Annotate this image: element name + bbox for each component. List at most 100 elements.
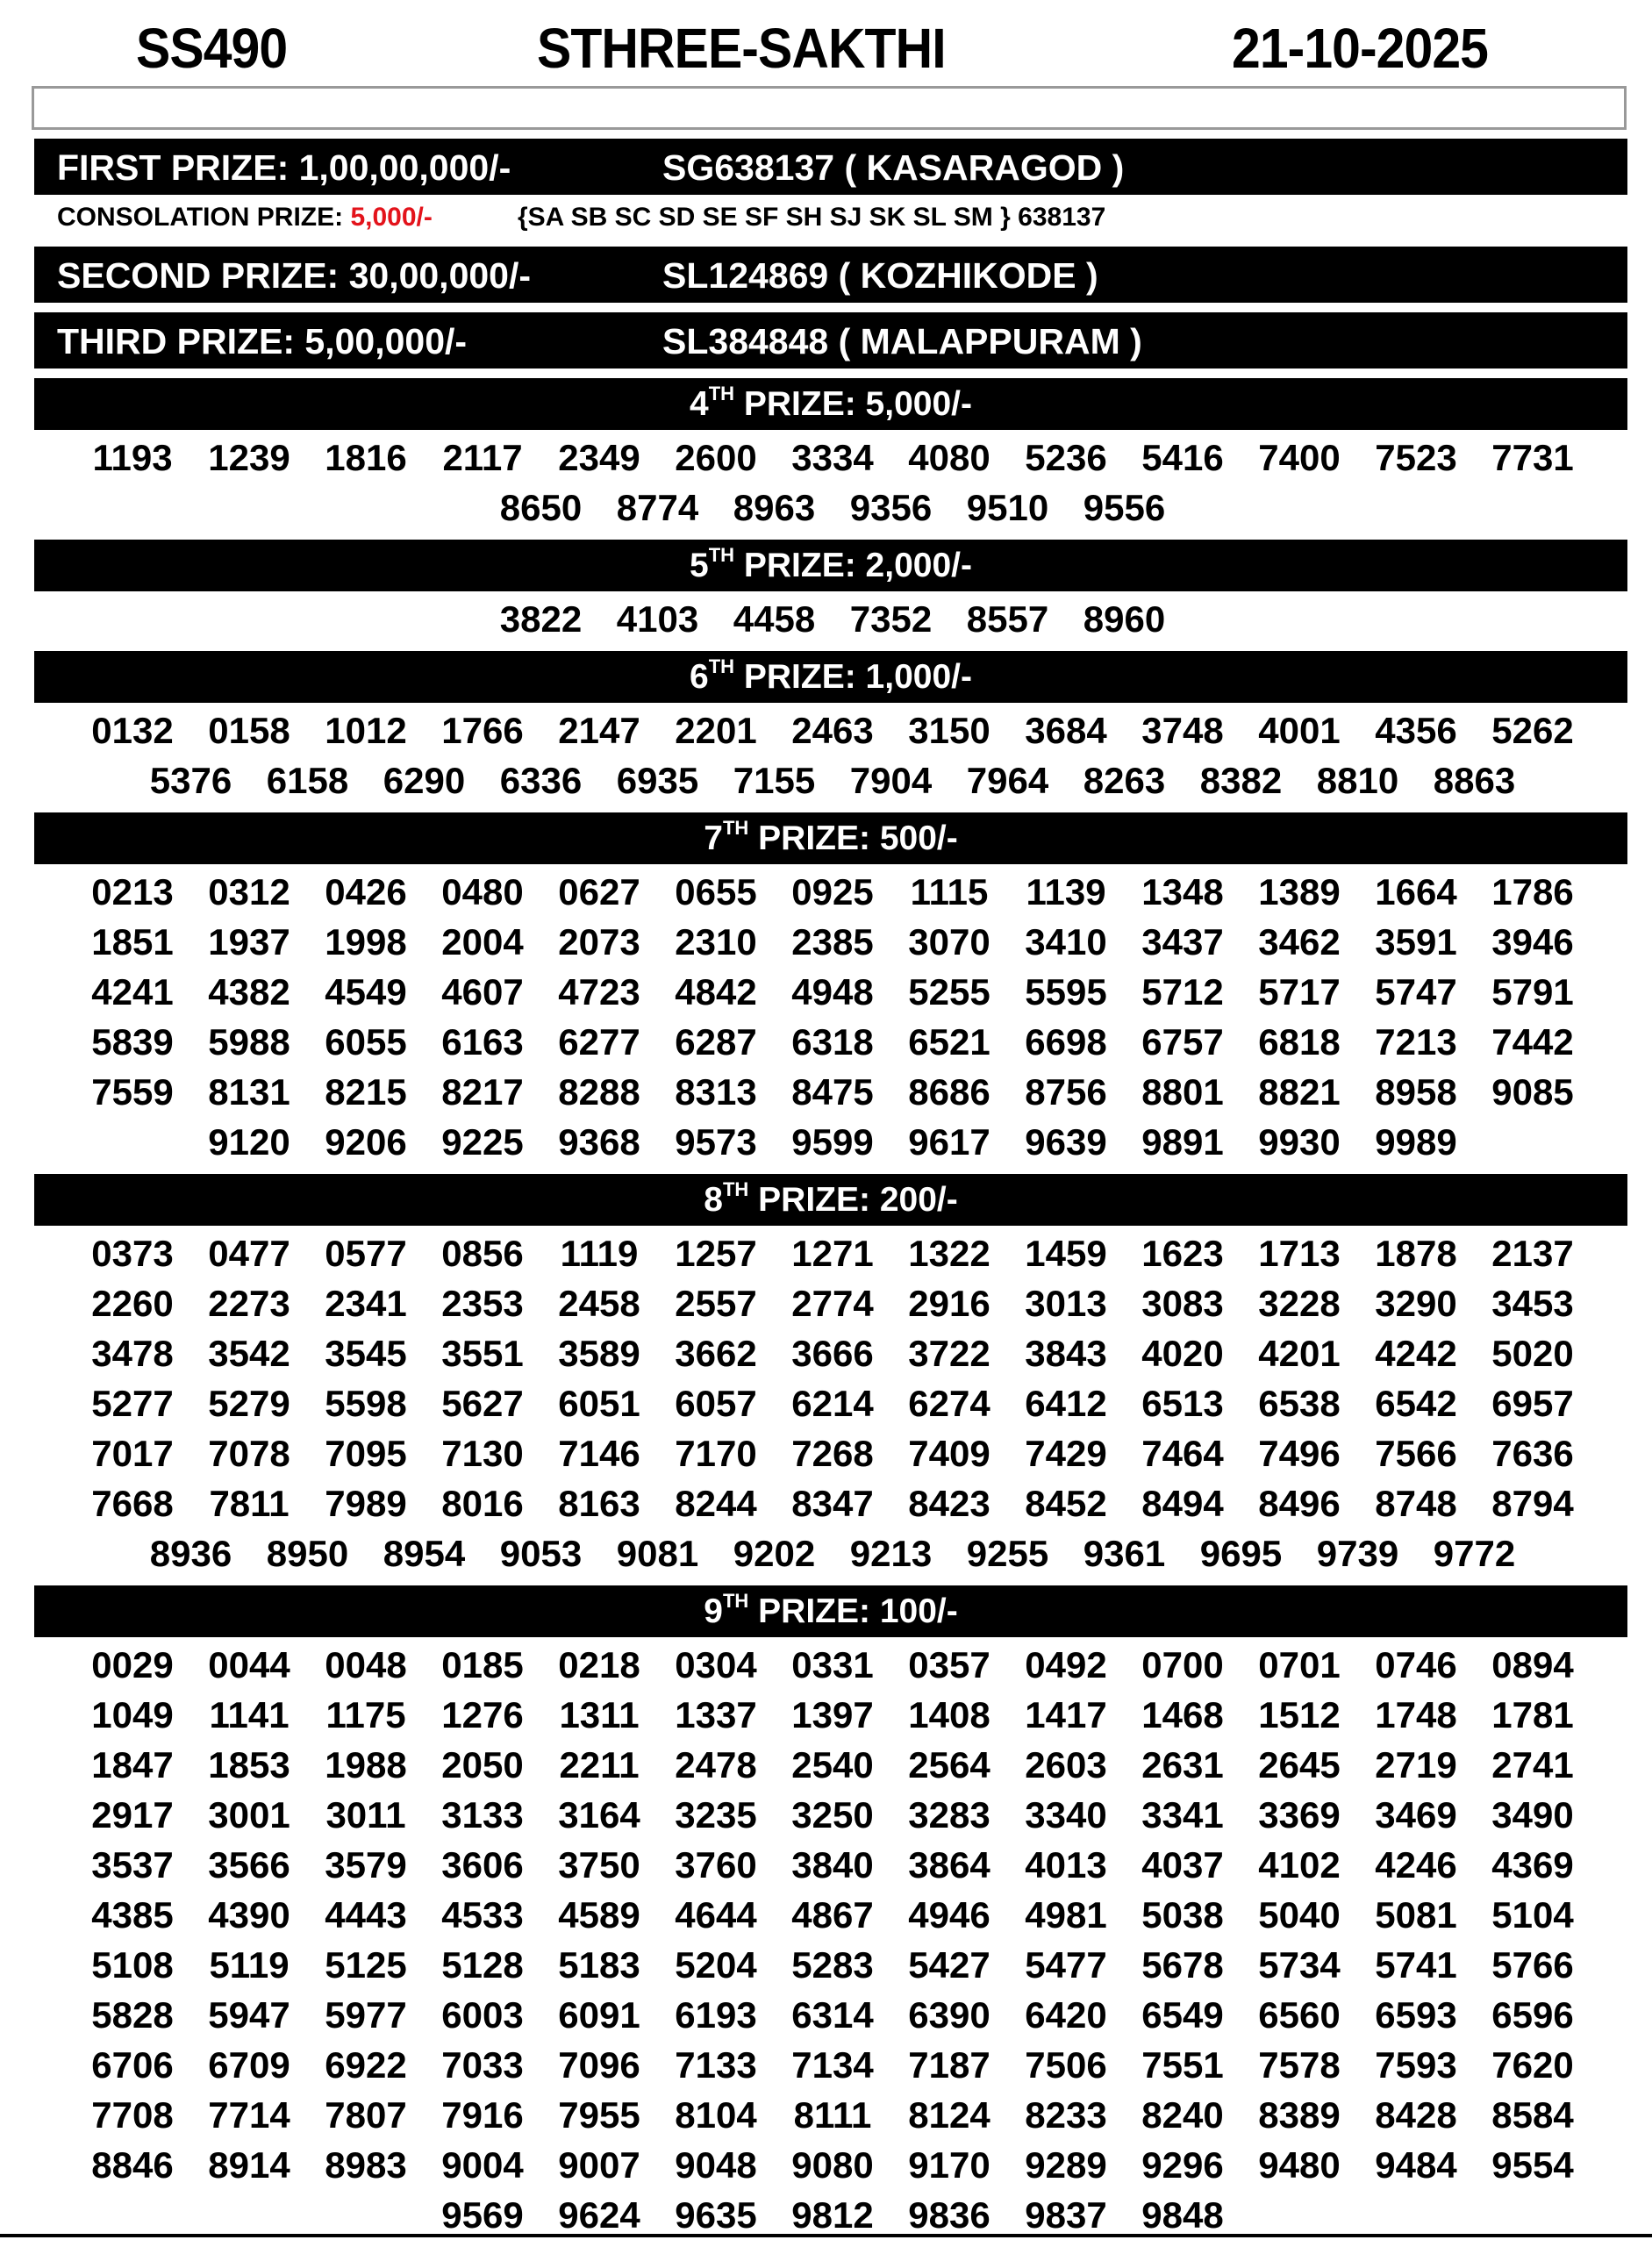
winning-number: 9772 xyxy=(1433,1532,1516,1574)
number-row: 2260 2273 2341 2353 2458 2557 2774 2916 3013 3083… xyxy=(0,1278,1652,1328)
winning-number: 0158 xyxy=(208,709,290,751)
winning-number: 3150 xyxy=(908,709,990,751)
prize-header-6th: 6TH PRIZE: 1,000/- xyxy=(34,651,1627,703)
winning-number: 1878 xyxy=(1375,1232,1457,1274)
winning-number: 1175 xyxy=(325,1693,406,1735)
winning-number: 8821 xyxy=(1258,1070,1341,1113)
winning-number: 4102 xyxy=(1258,1843,1341,1886)
consolation-prize: CONSOLATION PRIZE: 5,000/- {SA SB SC SD … xyxy=(57,203,1105,233)
winning-number: 1459 xyxy=(1025,1232,1107,1274)
winning-number: 1748 xyxy=(1375,1693,1457,1735)
winning-number: 2916 xyxy=(908,1282,990,1324)
winning-number: 4458 xyxy=(733,598,816,640)
number-row: 4241 4382 4549 4607 4723 4842 4948 5255 5595 5712… xyxy=(0,967,1652,1017)
winning-number: 4842 xyxy=(675,970,757,1013)
winning-number: 5734 xyxy=(1258,1943,1341,1986)
number-row: 5108 5119 5125 5128 5183 5204 5283 5427 5477 5678… xyxy=(0,1940,1652,1990)
winning-number: 9255 xyxy=(966,1532,1049,1574)
winning-number: 9510 xyxy=(966,486,1049,528)
winning-number: 5128 xyxy=(441,1943,524,1986)
winning-number: 8347 xyxy=(791,1482,874,1524)
winning-number: 5791 xyxy=(1491,970,1574,1013)
winning-number: 2603 xyxy=(1025,1743,1107,1785)
winning-number: 8756 xyxy=(1025,1070,1107,1113)
winning-number: 3760 xyxy=(675,1843,757,1886)
winning-number: 2719 xyxy=(1375,1743,1457,1785)
winning-number: 3334 xyxy=(791,436,874,478)
number-row: 5277 5279 5598 5627 6051 6057 6214 6274 6412 6513… xyxy=(0,1378,1652,1428)
winning-number: 7155 xyxy=(733,759,816,801)
winning-number: 9569 xyxy=(441,2193,524,2236)
winning-number: 0304 xyxy=(675,1643,757,1685)
winning-number: 0856 xyxy=(441,1232,524,1274)
winning-number: 9989 xyxy=(1375,1120,1457,1163)
winning-number: 4246 xyxy=(1375,1843,1457,1886)
winning-number: 3290 xyxy=(1375,1282,1457,1324)
winning-number: 5627 xyxy=(441,1382,524,1424)
winning-number: 7964 xyxy=(966,759,1049,801)
number-row: 3478 3542 3545 3551 3589 3662 3666 3722 3843 4020… xyxy=(0,1328,1652,1378)
winning-number: 5081 xyxy=(1375,1893,1457,1936)
winning-number: 8914 xyxy=(208,2143,290,2186)
winning-number: 5104 xyxy=(1491,1893,1574,1936)
winning-number: 9081 xyxy=(616,1532,699,1574)
winning-number: 1115 xyxy=(910,870,989,912)
number-row: 6706 6709 6922 7033 7096 7133 7134 7187 7506 7551… xyxy=(0,2040,1652,2090)
winning-number: 3410 xyxy=(1025,920,1107,962)
winning-number: 1816 xyxy=(325,436,407,478)
winning-number: 7095 xyxy=(325,1432,407,1474)
winning-number: 1623 xyxy=(1141,1232,1224,1274)
ordinal-suffix: TH xyxy=(722,817,749,839)
winning-number: 9836 xyxy=(908,2193,990,2236)
winning-number: 9053 xyxy=(499,1532,583,1574)
winning-number: 7620 xyxy=(1491,2043,1574,2086)
winning-number: 4241 xyxy=(91,970,174,1013)
winning-number: 9356 xyxy=(849,486,933,528)
winning-number: 1998 xyxy=(325,920,407,962)
winning-number: 7268 xyxy=(791,1432,874,1474)
winning-number: 2557 xyxy=(675,1282,757,1324)
winning-number: 0925 xyxy=(791,870,874,912)
winning-number: 2050 xyxy=(441,1743,524,1785)
winning-number: 3542 xyxy=(208,1332,290,1374)
prize-amount-label: PRIZE: 100/- xyxy=(748,1592,958,1630)
winning-number: 4723 xyxy=(558,970,640,1013)
number-row: 0029 0044 0048 0185 0218 0304 0331 0357 0492 0700… xyxy=(0,1640,1652,1690)
ordinal-suffix: TH xyxy=(722,1590,749,1612)
winning-number: 5766 xyxy=(1491,1943,1574,1986)
winning-number: 2341 xyxy=(325,1282,407,1324)
winning-number: 1311 xyxy=(559,1693,640,1735)
second-prize-label: SECOND PRIZE: 30,00,000/- xyxy=(57,255,532,296)
winning-number: 1766 xyxy=(441,709,524,751)
winning-number: 3748 xyxy=(1141,709,1224,751)
winning-number: 3545 xyxy=(325,1332,407,1374)
winning-number: 1786 xyxy=(1491,870,1574,912)
winning-number: 4037 xyxy=(1141,1843,1224,1886)
winning-number: 3453 xyxy=(1491,1282,1574,1324)
winning-number: 4981 xyxy=(1025,1893,1107,1936)
winning-number: 3864 xyxy=(908,1843,990,1886)
winning-number: 7017 xyxy=(91,1432,174,1474)
winning-number: 9120 xyxy=(208,1120,290,1163)
first-prize-bar: FIRST PRIZE: 1,00,00,000/- SG638137 ( KA… xyxy=(34,139,1627,195)
winning-number: 6818 xyxy=(1258,1020,1341,1063)
winning-number: 9206 xyxy=(325,1120,407,1163)
winning-number: 8111 xyxy=(793,2093,872,2136)
winning-number: 2211 xyxy=(559,1743,640,1785)
winning-number: 4242 xyxy=(1375,1332,1457,1374)
winning-number: 9837 xyxy=(1025,2193,1107,2236)
winning-number: 3606 xyxy=(441,1843,524,1886)
winning-number: 3490 xyxy=(1491,1793,1574,1836)
prize-ordinal: 6 xyxy=(690,658,709,696)
winning-numbers: 3822 4103 4458 7352 8557 8960 xyxy=(0,591,1652,651)
winning-number: 6542 xyxy=(1375,1382,1457,1424)
winning-number: 8244 xyxy=(675,1482,757,1524)
winning-number: 9739 xyxy=(1316,1532,1399,1574)
winning-number: 0185 xyxy=(441,1643,524,1685)
winning-number: 2385 xyxy=(791,920,874,962)
winning-number: 8163 xyxy=(558,1482,640,1524)
number-row: 7017 7078 7095 7130 7146 7170 7268 7409 7429 7464… xyxy=(0,1428,1652,1478)
winning-number: 8936 xyxy=(149,1532,232,1574)
winning-number: 3469 xyxy=(1375,1793,1457,1836)
winning-number: 2774 xyxy=(791,1282,874,1324)
